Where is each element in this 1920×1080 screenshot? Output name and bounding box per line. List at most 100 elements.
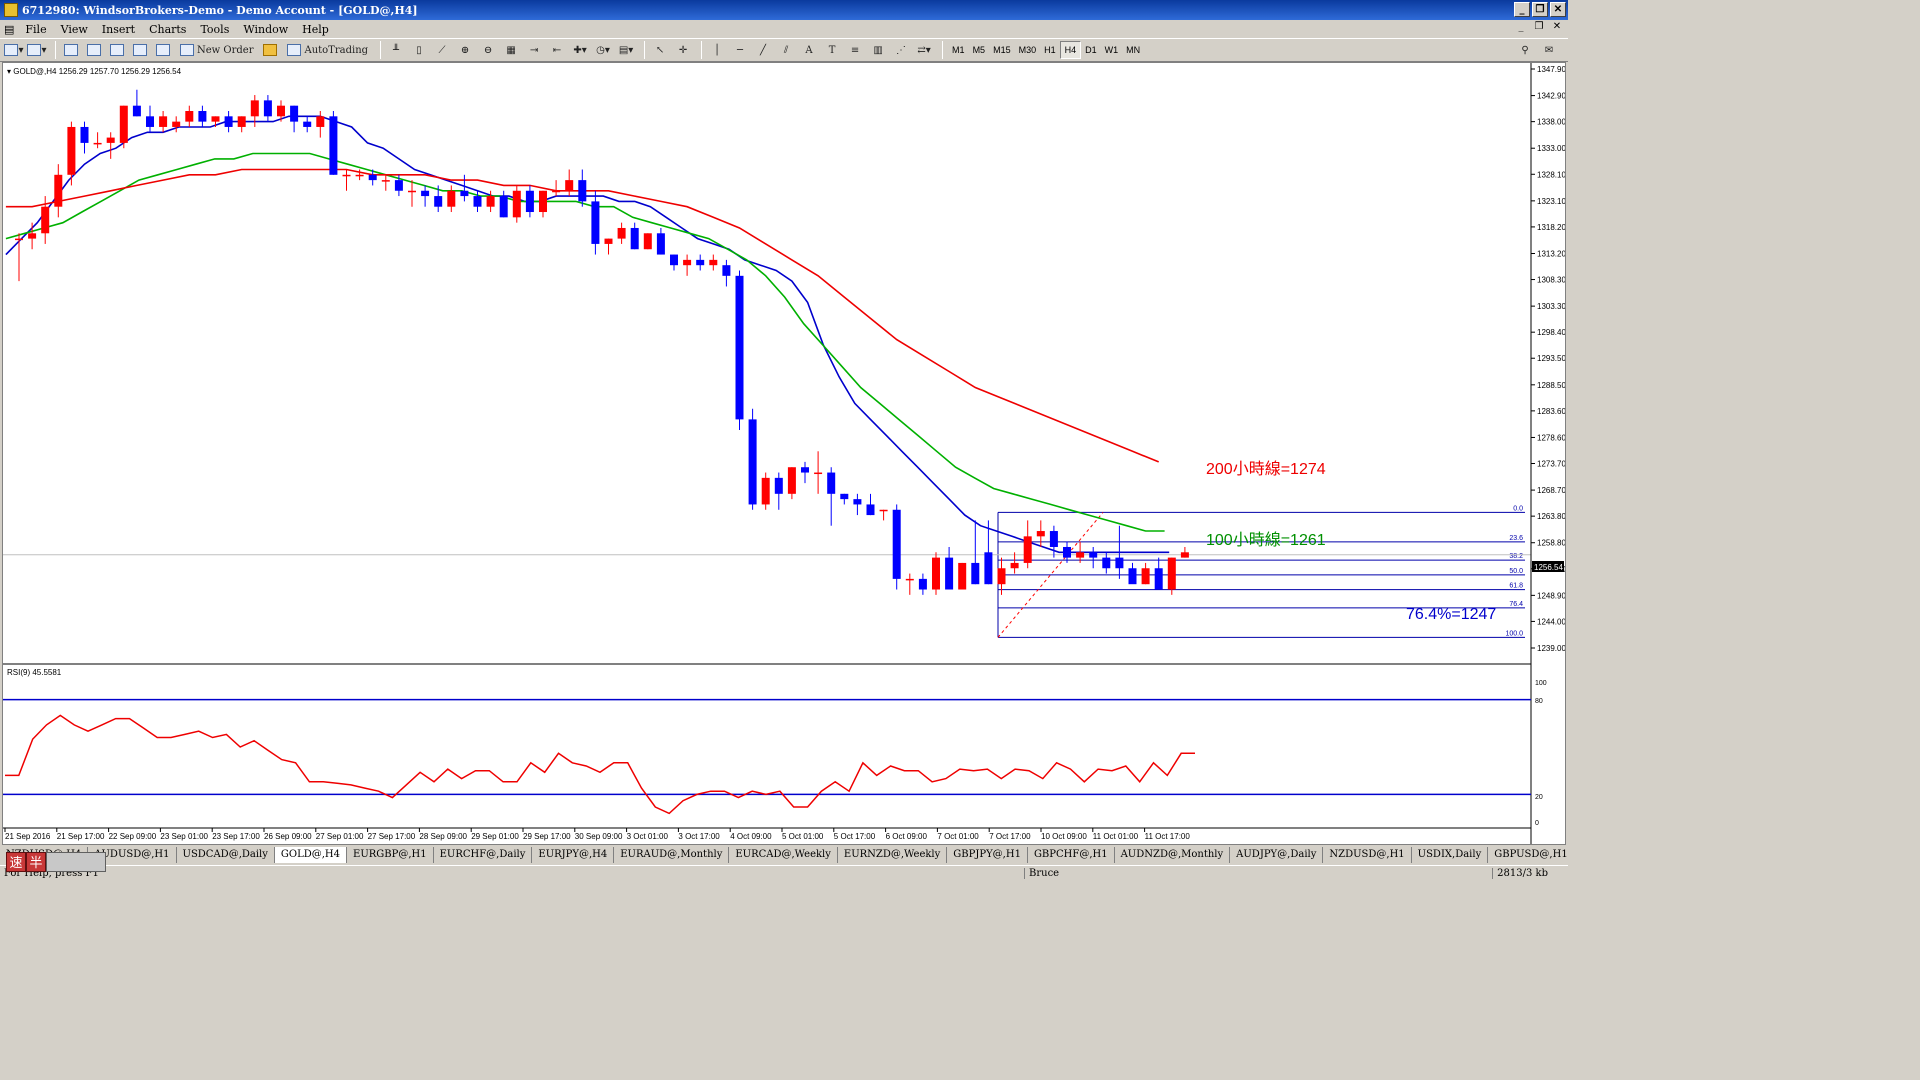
tf-m1[interactable]: M1: [952, 45, 965, 55]
status-profile[interactable]: Bruce: [1024, 868, 1144, 879]
mdi-minimize-button[interactable]: _: [1518, 21, 1524, 32]
close-button[interactable]: ✕: [1550, 2, 1566, 17]
ma200-annotation[interactable]: 200小時線=1274: [1206, 460, 1326, 478]
tf-w1[interactable]: W1: [1104, 45, 1119, 55]
price-tick-label: 1258.80: [1537, 539, 1565, 548]
equidistant-channel-icon[interactable]: ⫽: [783, 44, 789, 56]
chart-doc-icon[interactable]: ▤: [4, 22, 15, 36]
ma-fast-line[interactable]: [5, 115, 1170, 554]
line-chart-icon[interactable]: ⟋: [438, 44, 446, 56]
ime-width-char[interactable]: 半: [26, 852, 46, 872]
ma100-annotation[interactable]: 100小時線=1261: [1206, 531, 1326, 549]
chart-tab[interactable]: EURCHF@,Daily: [434, 847, 533, 863]
ime-mode-char[interactable]: 速: [6, 852, 26, 872]
fibonacci-retracement[interactable]: 0.0 23.6 38.2 50.0 61.8 76.4 100.0: [3, 505, 1531, 638]
chart-tab[interactable]: EURAUD@,Monthly: [614, 847, 730, 863]
candlestick-icon[interactable]: ▯: [416, 44, 422, 56]
menu-file[interactable]: File: [25, 22, 47, 36]
chart-canvas[interactable]: 0.0 23.6 38.2 50.0 61.8 76.4 100.0 1347.90 1342…: [3, 63, 1566, 844]
navigator-icon[interactable]: [107, 40, 127, 60]
menu-help[interactable]: Help: [302, 22, 329, 36]
metaeditor-icon[interactable]: [260, 40, 280, 60]
arrows-icon[interactable]: ⇄▾: [917, 44, 931, 56]
mdi-restore-button[interactable]: ❐: [1534, 21, 1544, 32]
chart-tab[interactable]: USDIX,Daily: [1412, 847, 1489, 863]
market-watch-icon[interactable]: [61, 40, 81, 60]
candle-body: [945, 557, 954, 590]
candle-body: [761, 477, 770, 505]
chart-tab[interactable]: EURNZD@,Weekly: [838, 847, 948, 863]
chat-icon[interactable]: ✉: [1544, 44, 1554, 56]
rsi-line[interactable]: [5, 714, 1195, 815]
terminal-icon[interactable]: [130, 40, 150, 60]
cursor-icon[interactable]: ↖: [655, 44, 665, 56]
chart-window[interactable]: 0.0 23.6 38.2 50.0 61.8 76.4 100.0 1347.90 1342…: [2, 62, 1566, 845]
candle-body: [905, 578, 914, 581]
chart-tab[interactable]: NZDUSD@,H1: [1323, 847, 1412, 863]
new-chart-icon[interactable]: ▾: [4, 40, 24, 60]
menu-charts[interactable]: Charts: [149, 22, 187, 36]
zoom-in-icon[interactable]: ⊕: [460, 44, 470, 56]
fibonacci-icon[interactable]: ≡: [850, 44, 860, 56]
candle-body: [172, 121, 181, 127]
chart-shift-icon[interactable]: ⇤: [552, 44, 562, 56]
profiles-icon[interactable]: ▾: [27, 40, 47, 60]
tf-mn[interactable]: MN: [1126, 45, 1141, 55]
chart-tab[interactable]: GOLD@,H4: [274, 847, 348, 863]
text-label-icon[interactable]: T: [828, 44, 836, 56]
search-icon[interactable]: ⚲: [1521, 44, 1529, 56]
bar-chart-icon[interactable]: ╨: [393, 44, 400, 56]
candle-body: [355, 174, 364, 177]
tf-d1[interactable]: D1: [1085, 45, 1097, 55]
minimize-button[interactable]: _: [1514, 2, 1530, 17]
indicators-icon[interactable]: ✚▾: [573, 44, 587, 56]
zoom-out-icon[interactable]: ⊖: [483, 44, 493, 56]
chart-tab[interactable]: GBPUSD@,H1: [1488, 847, 1568, 863]
candle-body: [434, 196, 443, 207]
templates-icon[interactable]: ▤▾: [618, 44, 634, 56]
new-order-button[interactable]: New Order: [176, 40, 257, 60]
menu-insert[interactable]: Insert: [101, 22, 136, 36]
tile-windows-icon[interactable]: ▦: [506, 44, 516, 56]
price-tick-label: 1318.20: [1537, 223, 1565, 232]
chart-tab[interactable]: GBPJPY@,H1: [947, 847, 1028, 863]
chart-tab[interactable]: AUDJPY@,Daily: [1230, 847, 1324, 863]
data-window-icon[interactable]: [84, 40, 104, 60]
tf-m15[interactable]: M15: [993, 45, 1011, 55]
crosshair-icon[interactable]: ✛: [678, 44, 688, 56]
candle-body: [303, 121, 312, 127]
chart-tab[interactable]: EURGBP@,H1: [347, 847, 434, 863]
tf-h1[interactable]: H1: [1044, 45, 1056, 55]
ime-input-box[interactable]: [46, 852, 106, 872]
candle-body: [827, 472, 836, 494]
gann-icon[interactable]: ▥: [873, 44, 883, 56]
trendline-icon[interactable]: ╱: [760, 44, 767, 56]
auto-scroll-icon[interactable]: ⇥: [529, 44, 539, 56]
auto-trading-button[interactable]: AutoTrading: [283, 40, 372, 60]
ime-bar[interactable]: 速 半: [6, 852, 106, 872]
menu-window[interactable]: Window: [243, 22, 289, 36]
periods-icon[interactable]: ◷▾: [596, 44, 610, 56]
fib-fan-icon[interactable]: ⋰: [896, 44, 907, 56]
strategy-tester-icon[interactable]: [153, 40, 173, 60]
text-icon[interactable]: A: [805, 44, 813, 56]
tf-h4[interactable]: H4: [1059, 41, 1082, 59]
chart-tab[interactable]: EURCAD@,Weekly: [729, 847, 838, 863]
menu-tools[interactable]: Tools: [200, 22, 230, 36]
chart-tab[interactable]: AUDNZD@,Monthly: [1115, 847, 1231, 863]
chart-tab[interactable]: EURJPY@,H4: [532, 847, 615, 863]
maximize-button[interactable]: ❐: [1532, 2, 1548, 17]
window-title: 6712980: WindsorBrokers-Demo - Demo Acco…: [22, 3, 418, 17]
tf-m5[interactable]: M5: [972, 45, 986, 55]
mdi-close-button[interactable]: ✕: [1552, 21, 1562, 32]
horizontal-line-icon[interactable]: ─: [737, 44, 744, 56]
ma-slow-line[interactable]: [5, 168, 1159, 463]
chart-tab[interactable]: GBPCHF@,H1: [1028, 847, 1115, 863]
vertical-line-icon[interactable]: │: [714, 44, 721, 56]
chart-tab[interactable]: USDCAD@,Daily: [177, 847, 275, 863]
ma-mid-line[interactable]: [5, 152, 1165, 532]
tf-m30[interactable]: M30: [1018, 45, 1037, 55]
menu-view[interactable]: View: [60, 22, 88, 36]
fib76-annotation[interactable]: 76.4%=1247: [1406, 606, 1496, 623]
chart-tab[interactable]: AUDUSD@,H1: [88, 847, 177, 863]
